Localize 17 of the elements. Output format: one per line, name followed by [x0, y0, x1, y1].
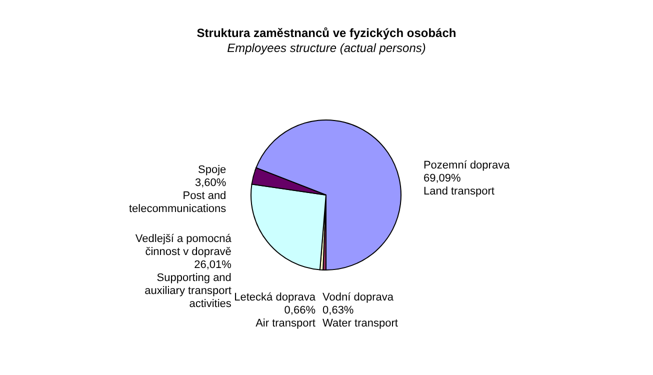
slice-label: Letecká doprava [234, 291, 316, 304]
data-label: 0,66% [284, 304, 316, 316]
slice-label: Vedlejší a pomocná činnost v dopravě [135, 233, 232, 258]
text: Post and telecommunications [128, 190, 227, 216]
slice-label: Pozemní doprava [423, 159, 511, 172]
text: Supporting and auxiliary transport activities [144, 272, 232, 310]
text: Water transport [322, 317, 398, 330]
slice-label: Vodní doprava [322, 291, 394, 304]
chart-title: Struktura zaměstnanců ve fyzických osobách [196, 26, 456, 40]
chart-subtitle: Employees structure (actual persons) [227, 41, 426, 55]
text: Land transport [423, 185, 494, 198]
data-label: 3,60% [194, 177, 226, 190]
data-label: 26,01% [194, 259, 232, 272]
data-label: 69,09% [423, 172, 461, 184]
text: Air transport [256, 317, 316, 330]
data-label: 0,63% [322, 304, 354, 316]
slice-label: Spoje [198, 164, 226, 176]
